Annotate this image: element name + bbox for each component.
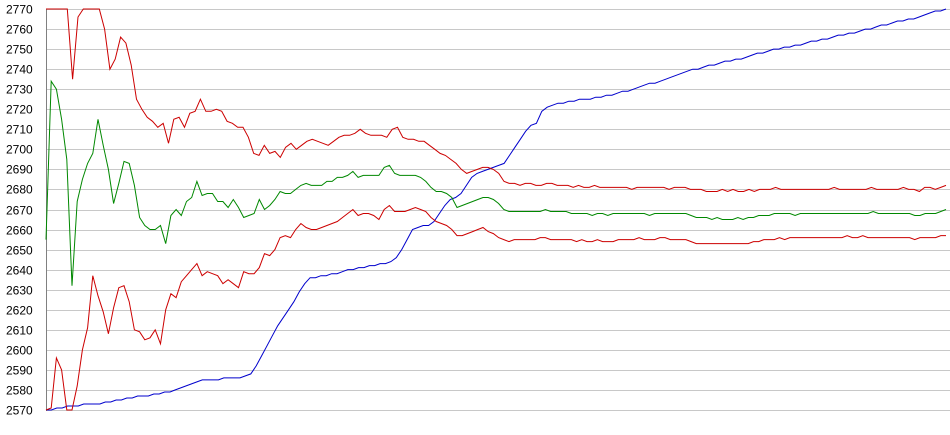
y-tick-label: 2590 xyxy=(6,364,33,378)
y-tick-label: 2570 xyxy=(6,404,33,418)
y-tick-label: 2740 xyxy=(6,63,33,77)
y-tick-label: 2610 xyxy=(6,324,33,338)
y-axis-tick-labels: 2570 2580 2590 2600 2610 2620 2630 2640 2650 2660… xyxy=(6,3,33,418)
y-tick-label: 2700 xyxy=(6,143,33,157)
series-line-1 xyxy=(46,8,947,411)
y-tick-label: 2770 xyxy=(6,3,33,17)
series-layer xyxy=(45,8,947,411)
y-tick-label: 2760 xyxy=(6,23,33,37)
y-tick-label: 2750 xyxy=(6,43,33,57)
y-tick-label: 2660 xyxy=(6,224,33,238)
y-tick-label: 2670 xyxy=(6,204,33,218)
y-tick-label: 2730 xyxy=(6,83,33,97)
series-line-3 xyxy=(45,79,947,286)
y-tick-label: 2720 xyxy=(6,103,33,117)
series-line-2 xyxy=(46,8,947,193)
y-tick-label: 2600 xyxy=(6,344,33,358)
series-line-4 xyxy=(45,204,946,411)
y-tick-label: 2710 xyxy=(6,123,33,137)
gridlines xyxy=(46,9,950,411)
y-tick-label: 2650 xyxy=(6,244,33,258)
y-tick-label: 2620 xyxy=(6,304,33,318)
y-tick-label: 2680 xyxy=(6,183,33,197)
y-tick-label: 2640 xyxy=(6,264,33,278)
y-tick-label: 2690 xyxy=(6,163,33,177)
y-tick-label: 2630 xyxy=(6,284,33,298)
y-tick-label: 2580 xyxy=(6,384,33,398)
